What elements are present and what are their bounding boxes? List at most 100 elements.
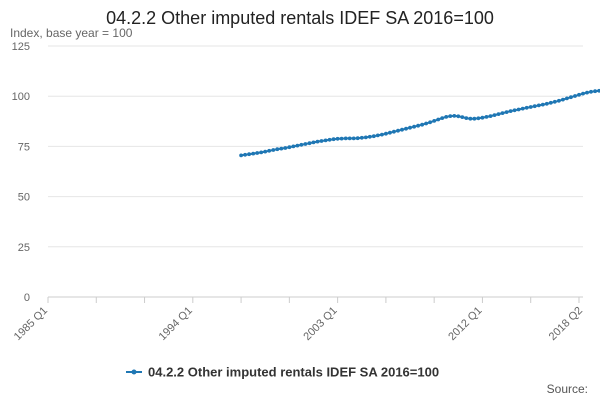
data-point[interactable]: [548, 100, 553, 105]
data-point[interactable]: [319, 139, 324, 143]
data-point[interactable]: [532, 104, 537, 109]
data-point[interactable]: [557, 98, 561, 103]
data-point[interactable]: [363, 135, 368, 140]
data-point[interactable]: [263, 149, 268, 154]
grid-layer: [48, 45, 583, 298]
data-point[interactable]: [412, 124, 416, 129]
data-point[interactable]: [569, 95, 573, 100]
data-point[interactable]: [392, 129, 396, 134]
axis-layer: 0 25 50 75 100 125 1985 Q1 1994 Q1 2003 Q1 2012 Q…: [12, 41, 585, 343]
data-point[interactable]: [247, 152, 252, 157]
data-point[interactable]: [339, 136, 344, 141]
data-point[interactable]: [388, 130, 392, 135]
data-point[interactable]: [367, 134, 372, 139]
data-point[interactable]: [500, 111, 505, 115]
data-point[interactable]: [323, 138, 328, 143]
data-point[interactable]: [464, 116, 469, 120]
data-point[interactable]: [343, 136, 348, 141]
data-point[interactable]: [540, 102, 545, 107]
data-point[interactable]: [520, 106, 525, 111]
data-point[interactable]: [283, 146, 288, 150]
data-point[interactable]: [291, 144, 296, 149]
data-point[interactable]: [452, 114, 457, 118]
data-point[interactable]: [552, 99, 557, 104]
data-point[interactable]: [468, 116, 473, 121]
data-point[interactable]: [287, 145, 292, 150]
data-point[interactable]: [375, 133, 380, 138]
data-point[interactable]: [371, 134, 376, 139]
data-point[interactable]: [528, 105, 533, 109]
data-point[interactable]: [476, 116, 481, 121]
data-point[interactable]: [424, 121, 428, 126]
legend-item-label[interactable]: 04.2.2 Other imputed rentals IDEF SA 201…: [148, 365, 439, 380]
data-point[interactable]: [432, 119, 437, 123]
data-point[interactable]: [581, 91, 585, 96]
data-point[interactable]: [251, 151, 256, 156]
data-point[interactable]: [593, 89, 597, 94]
data-point[interactable]: [544, 101, 549, 106]
y-tick-label: 25: [18, 242, 30, 254]
data-point[interactable]: [565, 96, 569, 101]
data-point[interactable]: [516, 107, 521, 112]
data-point[interactable]: [347, 136, 352, 141]
data-point[interactable]: [448, 114, 453, 118]
data-point[interactable]: [536, 103, 541, 108]
data-point[interactable]: [380, 132, 384, 137]
data-point[interactable]: [307, 141, 312, 146]
data-point[interactable]: [275, 147, 280, 152]
data-point[interactable]: [295, 143, 300, 148]
data-point[interactable]: [492, 113, 497, 117]
data-point[interactable]: [577, 92, 581, 97]
data-point[interactable]: [561, 97, 565, 102]
y-tick-label: 100: [12, 91, 30, 103]
data-point[interactable]: [488, 114, 493, 118]
data-point[interactable]: [400, 127, 404, 132]
data-point[interactable]: [303, 142, 308, 146]
data-point[interactable]: [416, 123, 420, 128]
y-axis-label: Index, base year = 100: [10, 26, 133, 40]
data-point[interactable]: [396, 128, 400, 133]
series-layer: [239, 88, 600, 158]
data-point[interactable]: [436, 117, 441, 122]
data-point[interactable]: [279, 146, 284, 151]
data-point[interactable]: [456, 114, 461, 119]
data-point[interactable]: [315, 139, 320, 144]
data-point[interactable]: [331, 137, 336, 142]
data-point[interactable]: [351, 136, 356, 141]
data-point[interactable]: [508, 109, 513, 113]
data-point[interactable]: [420, 122, 424, 127]
data-point[interactable]: [299, 142, 304, 147]
data-point[interactable]: [597, 88, 600, 93]
data-point[interactable]: [428, 120, 432, 125]
data-point[interactable]: [460, 115, 465, 119]
data-point[interactable]: [311, 140, 316, 145]
data-point[interactable]: [267, 148, 272, 153]
data-point[interactable]: [524, 105, 529, 110]
data-point[interactable]: [484, 115, 489, 119]
y-tick-label: 0: [24, 292, 30, 304]
data-point[interactable]: [512, 108, 517, 113]
data-point[interactable]: [444, 115, 449, 119]
data-point[interactable]: [239, 153, 244, 158]
data-point[interactable]: [440, 116, 445, 120]
data-point[interactable]: [335, 136, 340, 141]
data-point[interactable]: [359, 135, 364, 140]
data-point[interactable]: [384, 131, 388, 136]
data-point[interactable]: [504, 110, 509, 114]
data-point[interactable]: [408, 125, 412, 130]
x-tick-label: 2018 Q2: [547, 305, 585, 343]
data-point[interactable]: [327, 137, 332, 142]
data-point[interactable]: [404, 126, 408, 131]
data-point[interactable]: [589, 89, 593, 94]
data-point[interactable]: [573, 94, 577, 98]
data-point[interactable]: [271, 148, 276, 152]
data-point[interactable]: [259, 150, 264, 155]
data-point[interactable]: [496, 112, 501, 116]
data-point[interactable]: [585, 90, 589, 95]
data-point[interactable]: [480, 115, 485, 120]
legend[interactable]: 04.2.2 Other imputed rentals IDEF SA 201…: [126, 365, 439, 380]
data-point[interactable]: [355, 136, 360, 141]
data-point[interactable]: [472, 116, 477, 121]
data-point[interactable]: [243, 152, 248, 157]
data-point[interactable]: [255, 151, 260, 155]
